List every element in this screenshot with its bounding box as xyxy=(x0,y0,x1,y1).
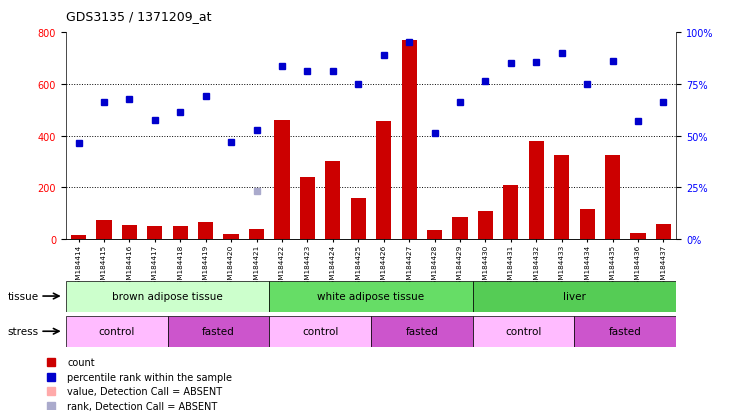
Bar xyxy=(66,316,167,347)
Bar xyxy=(575,316,676,347)
Bar xyxy=(300,178,315,240)
Text: white adipose tissue: white adipose tissue xyxy=(317,291,425,301)
Bar xyxy=(96,220,112,240)
Text: liver: liver xyxy=(563,291,586,301)
Text: fasted: fasted xyxy=(202,326,235,337)
Bar xyxy=(71,236,86,240)
Text: control: control xyxy=(302,326,338,337)
Text: stress: stress xyxy=(7,326,39,337)
Bar xyxy=(274,121,289,240)
Bar xyxy=(122,225,137,240)
Bar xyxy=(376,122,391,240)
Text: control: control xyxy=(99,326,135,337)
Bar xyxy=(249,229,264,240)
Bar xyxy=(478,211,493,240)
Bar xyxy=(147,227,162,240)
Bar xyxy=(371,316,473,347)
Bar xyxy=(401,41,417,240)
Bar xyxy=(656,224,671,240)
Bar xyxy=(580,210,595,240)
Text: tissue: tissue xyxy=(7,291,39,301)
Bar xyxy=(554,156,569,240)
Bar xyxy=(529,142,544,240)
Text: GDS3135 / 1371209_at: GDS3135 / 1371209_at xyxy=(66,10,211,23)
Bar xyxy=(224,235,239,240)
Bar xyxy=(427,230,442,240)
Bar xyxy=(173,227,188,240)
Text: control: control xyxy=(505,326,542,337)
Bar xyxy=(198,223,213,240)
Text: value, Detection Call = ABSENT: value, Detection Call = ABSENT xyxy=(67,387,222,396)
Bar xyxy=(167,316,269,347)
Bar xyxy=(630,233,645,240)
Text: fasted: fasted xyxy=(406,326,438,337)
Bar xyxy=(351,198,366,240)
Bar xyxy=(325,162,341,240)
Bar xyxy=(269,316,371,347)
Text: count: count xyxy=(67,358,95,368)
Bar xyxy=(452,218,468,240)
Bar xyxy=(473,316,575,347)
Bar xyxy=(605,156,620,240)
Text: rank, Detection Call = ABSENT: rank, Detection Call = ABSENT xyxy=(67,401,218,411)
Bar xyxy=(473,281,676,312)
Text: brown adipose tissue: brown adipose tissue xyxy=(112,291,223,301)
Text: percentile rank within the sample: percentile rank within the sample xyxy=(67,372,232,382)
Bar xyxy=(503,185,518,240)
Bar xyxy=(269,281,473,312)
Text: fasted: fasted xyxy=(609,326,642,337)
Bar xyxy=(66,281,269,312)
